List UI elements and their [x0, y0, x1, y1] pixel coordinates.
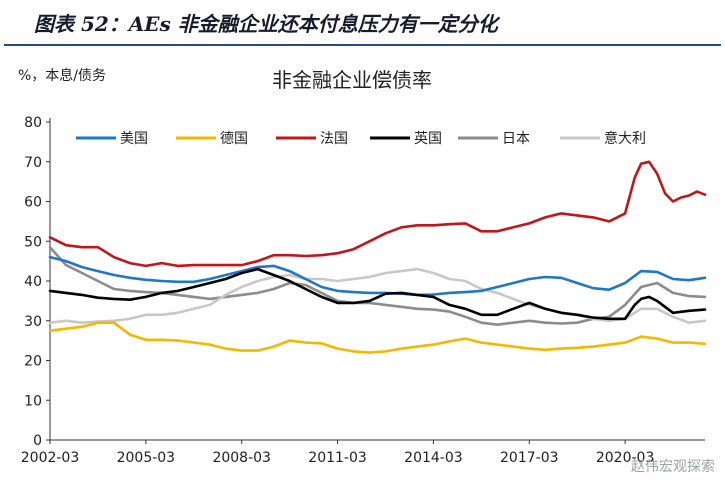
- x-tick-label: 2020-03: [596, 450, 655, 466]
- x-tick-label: 2014-03: [404, 450, 463, 466]
- y-tick-label: 40: [24, 274, 42, 290]
- series-line-1: [48, 255, 707, 297]
- x-tick-label: 2008-03: [212, 450, 271, 466]
- x-tick-label: 2011-03: [308, 450, 367, 466]
- y-axis-label: %，本息/债务: [18, 67, 106, 84]
- y-tick-label: 0: [33, 433, 42, 449]
- series-line-6: [48, 267, 707, 324]
- title-divider: [4, 44, 721, 46]
- x-tick-label: 2005-03: [117, 450, 176, 466]
- series-line-4: [48, 267, 707, 321]
- series-line-3: [48, 160, 707, 268]
- series-line-2: [48, 321, 707, 354]
- legend-label: 美国: [120, 131, 148, 147]
- chart-title: 非金融企业偿债率: [272, 68, 432, 92]
- y-tick-label: 70: [24, 155, 42, 171]
- figure-title: 图表 52：AEs 非金融企业还本付息压力有一定分化: [34, 12, 498, 36]
- legend-label: 英国: [414, 130, 442, 147]
- y-tick-label: 20: [24, 354, 42, 370]
- series-line-5: [48, 245, 707, 326]
- y-tick-label: 10: [24, 393, 42, 409]
- y-tick-label: 50: [24, 234, 42, 250]
- legend-label: 德国: [220, 131, 248, 147]
- y-tick-label: 30: [24, 314, 42, 330]
- y-tick-label: 80: [24, 115, 42, 131]
- legend-label: 意大利: [604, 130, 646, 147]
- x-tick-label: 2002-03: [21, 450, 80, 466]
- watermark-text: 赵伟宏观探索: [631, 459, 715, 475]
- legend-label: 法国: [320, 131, 348, 147]
- legend-label: 日本: [502, 131, 530, 147]
- x-tick-label: 2017-03: [500, 450, 559, 466]
- y-tick-label: 60: [24, 195, 42, 211]
